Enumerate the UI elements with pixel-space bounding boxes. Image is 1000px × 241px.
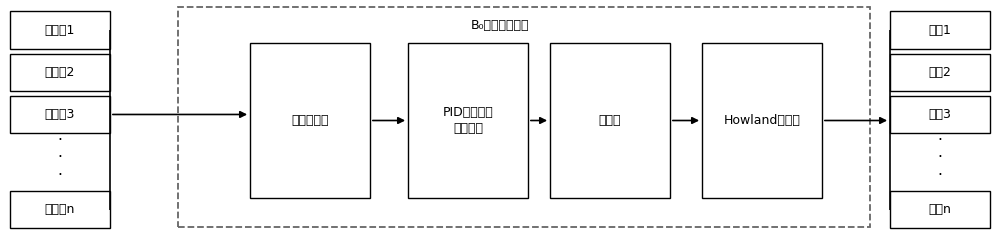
Bar	[178, 7, 870, 227]
Text: Howland电流源: Howland电流源	[724, 114, 800, 127]
Bar	[408, 43, 528, 198]
Bar	[10, 54, 110, 91]
Bar	[10, 96, 110, 133]
Text: 线圈n: 线圈n	[929, 203, 951, 216]
Text: 传感器3: 传感器3	[45, 108, 75, 121]
Bar	[702, 43, 822, 198]
Bar	[250, 43, 370, 198]
Text: ·
·
·: · · ·	[58, 133, 62, 183]
Text: 线圈3: 线圈3	[929, 108, 951, 121]
Text: ·
·
·: · · ·	[938, 133, 942, 183]
Bar	[890, 54, 990, 91]
Text: 线圈2: 线圈2	[929, 66, 951, 79]
Text: PID参数动态
调节电路: PID参数动态 调节电路	[443, 107, 493, 134]
Bar	[890, 191, 990, 228]
Text: 传感器1: 传感器1	[45, 24, 75, 37]
Bar	[10, 11, 110, 49]
Text: 前置放大器: 前置放大器	[291, 114, 329, 127]
Text: 传感器2: 传感器2	[45, 66, 75, 79]
Bar	[550, 43, 670, 198]
Text: 反相器: 反相器	[599, 114, 621, 127]
Bar	[10, 191, 110, 228]
Text: 线圈1: 线圈1	[929, 24, 951, 37]
Text: B₀磁场补偿电路: B₀磁场补偿电路	[471, 19, 529, 32]
Bar	[890, 96, 990, 133]
Text: 传感器n: 传感器n	[45, 203, 75, 216]
Bar	[890, 11, 990, 49]
